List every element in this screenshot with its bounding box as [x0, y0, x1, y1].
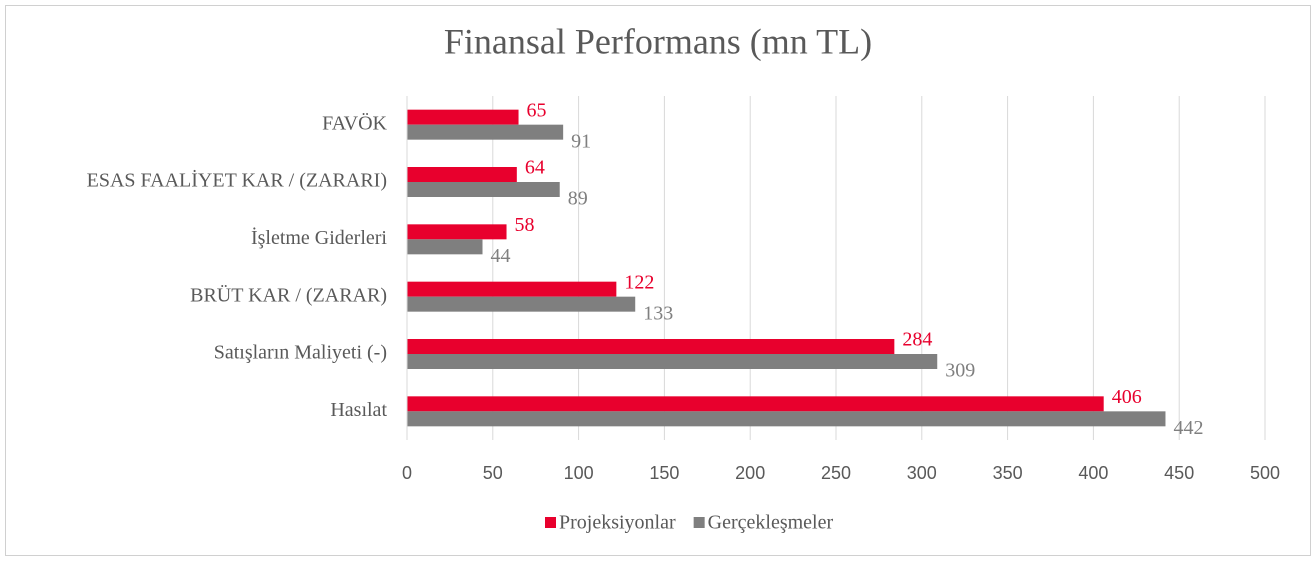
bar — [407, 224, 507, 240]
x-tick-label: 350 — [993, 463, 1023, 483]
legend-swatch — [693, 517, 705, 528]
data-label: 133 — [643, 302, 673, 324]
bar — [407, 296, 636, 312]
data-label: 64 — [525, 157, 545, 179]
y-tick-label: ESAS FAALİYET KAR / (ZARARI) — [87, 169, 387, 192]
legend-swatch — [545, 517, 556, 528]
x-tick-label: 50 — [483, 463, 503, 483]
bar — [407, 396, 1104, 412]
y-tick-label: İşletme Giderleri — [251, 226, 387, 249]
data-label: 89 — [568, 188, 588, 210]
bar — [407, 354, 938, 369]
x-tick-label: 500 — [1250, 463, 1280, 483]
bar — [407, 124, 564, 140]
legend-label: Projeksiyonlar — [559, 512, 676, 534]
data-label: 284 — [902, 329, 932, 351]
x-tick-label: 150 — [649, 463, 679, 483]
x-tick-label: 450 — [1164, 463, 1194, 483]
x-tick-label: 400 — [1078, 463, 1108, 483]
data-label: 442 — [1173, 417, 1203, 439]
legend-label: Gerçekleşmeler — [708, 512, 834, 534]
chart-title: Finansal Performans (mn TL) — [444, 21, 872, 61]
bar — [407, 167, 517, 182]
bar — [407, 239, 483, 255]
x-tick-label: 300 — [907, 463, 937, 483]
bar — [407, 281, 617, 297]
data-label: 309 — [945, 360, 975, 382]
y-tick-label: FAVÖK — [322, 111, 387, 134]
data-label: 44 — [491, 245, 511, 267]
x-tick-label: 100 — [564, 463, 594, 483]
x-tick-label: 0 — [402, 463, 412, 483]
data-label: 406 — [1112, 386, 1142, 408]
bar — [407, 109, 519, 125]
x-tick-label: 250 — [821, 463, 851, 483]
y-tick-label: BRÜT KAR / (ZARAR) — [190, 283, 387, 306]
bar — [407, 339, 895, 354]
data-label: 91 — [571, 130, 591, 152]
x-tick-label: 200 — [735, 463, 765, 483]
y-tick-label: Hasılat — [330, 399, 387, 421]
data-label: 65 — [527, 99, 547, 121]
data-label: 122 — [624, 271, 654, 293]
data-label: 58 — [515, 214, 535, 236]
bar — [407, 182, 560, 197]
bar — [407, 411, 1166, 427]
y-tick-label: Satışların Maliyeti (-) — [214, 342, 387, 364]
